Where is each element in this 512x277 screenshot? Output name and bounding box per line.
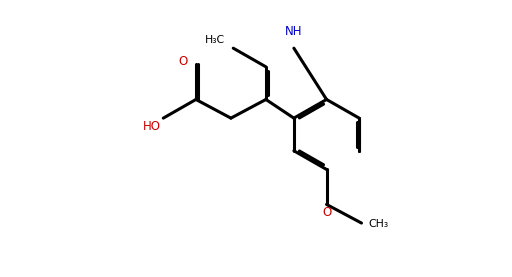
- Text: CH₃: CH₃: [369, 219, 389, 229]
- Text: NH: NH: [285, 25, 303, 38]
- Text: HO: HO: [143, 120, 161, 134]
- Text: O: O: [322, 206, 331, 219]
- Text: H₃C: H₃C: [205, 35, 225, 45]
- Text: O: O: [178, 55, 187, 68]
